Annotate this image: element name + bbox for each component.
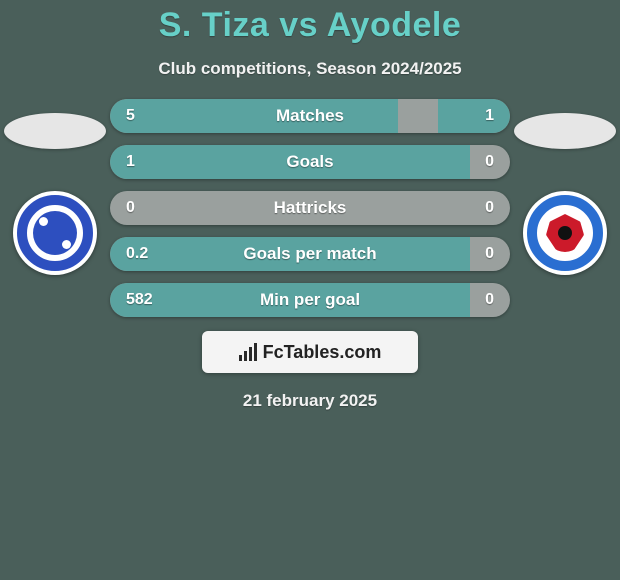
stat-bar: 00Hattricks bbox=[110, 191, 510, 225]
subtitle: Club competitions, Season 2024/2025 bbox=[158, 59, 461, 79]
stat-label: Matches bbox=[110, 99, 510, 133]
stats-column: 51Matches 10Goals 00Hattricks 0.20Goals per… bbox=[110, 99, 510, 317]
right-country-flag bbox=[514, 113, 616, 149]
left-country-flag bbox=[4, 113, 106, 149]
main-row: 51Matches 10Goals 00Hattricks 0.20Goals per… bbox=[0, 99, 620, 317]
stat-label: Min per goal bbox=[110, 283, 510, 317]
left-club-badge bbox=[13, 191, 97, 275]
stat-bar: 10Goals bbox=[110, 145, 510, 179]
stat-label: Hattricks bbox=[110, 191, 510, 225]
left-player-column bbox=[0, 99, 110, 275]
comparison-card: S. Tiza vs Ayodele Club competitions, Se… bbox=[0, 0, 620, 580]
page-title: S. Tiza vs Ayodele bbox=[159, 6, 462, 45]
date-line: 21 february 2025 bbox=[243, 391, 377, 411]
brand-text: FcTables.com bbox=[263, 342, 382, 363]
brand-bars-icon bbox=[239, 343, 257, 361]
badge-inner bbox=[33, 211, 77, 255]
stat-label: Goals bbox=[110, 145, 510, 179]
brand-box[interactable]: FcTables.com bbox=[202, 331, 418, 373]
badge-ball-icon bbox=[558, 226, 572, 240]
stat-bar: 0.20Goals per match bbox=[110, 237, 510, 271]
stat-bar: 51Matches bbox=[110, 99, 510, 133]
stat-bar: 5820Min per goal bbox=[110, 283, 510, 317]
right-player-column bbox=[510, 99, 620, 275]
stat-label: Goals per match bbox=[110, 237, 510, 271]
right-club-badge bbox=[523, 191, 607, 275]
